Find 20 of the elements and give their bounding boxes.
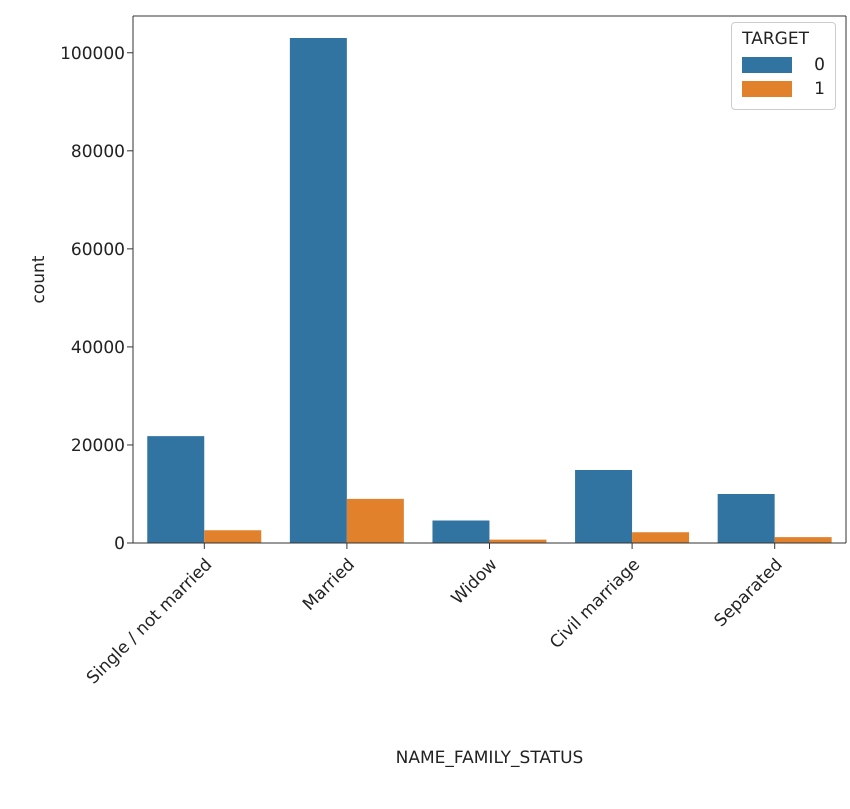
y-tick-label: 40000 [70, 338, 125, 358]
y-axis-title: count [29, 255, 50, 304]
legend-label: 0 [814, 55, 825, 75]
bar [432, 520, 490, 543]
legend-label: 1 [814, 79, 825, 99]
y-tick-label: 100000 [60, 44, 125, 64]
y-tick-label: 60000 [70, 240, 125, 260]
x-axis-title: NAME_FAMILY_STATUS [396, 748, 584, 768]
bar [147, 436, 204, 543]
bar [632, 532, 690, 543]
bar [290, 38, 347, 543]
bar [346, 498, 404, 543]
bar [204, 530, 262, 543]
y-tick-label: 0 [114, 534, 125, 554]
bar [575, 470, 632, 543]
y-tick-label: 80000 [70, 142, 125, 162]
bar [774, 537, 832, 543]
legend-title: TARGET [742, 29, 810, 49]
y-tick-label: 20000 [70, 436, 125, 456]
bar [718, 494, 775, 543]
